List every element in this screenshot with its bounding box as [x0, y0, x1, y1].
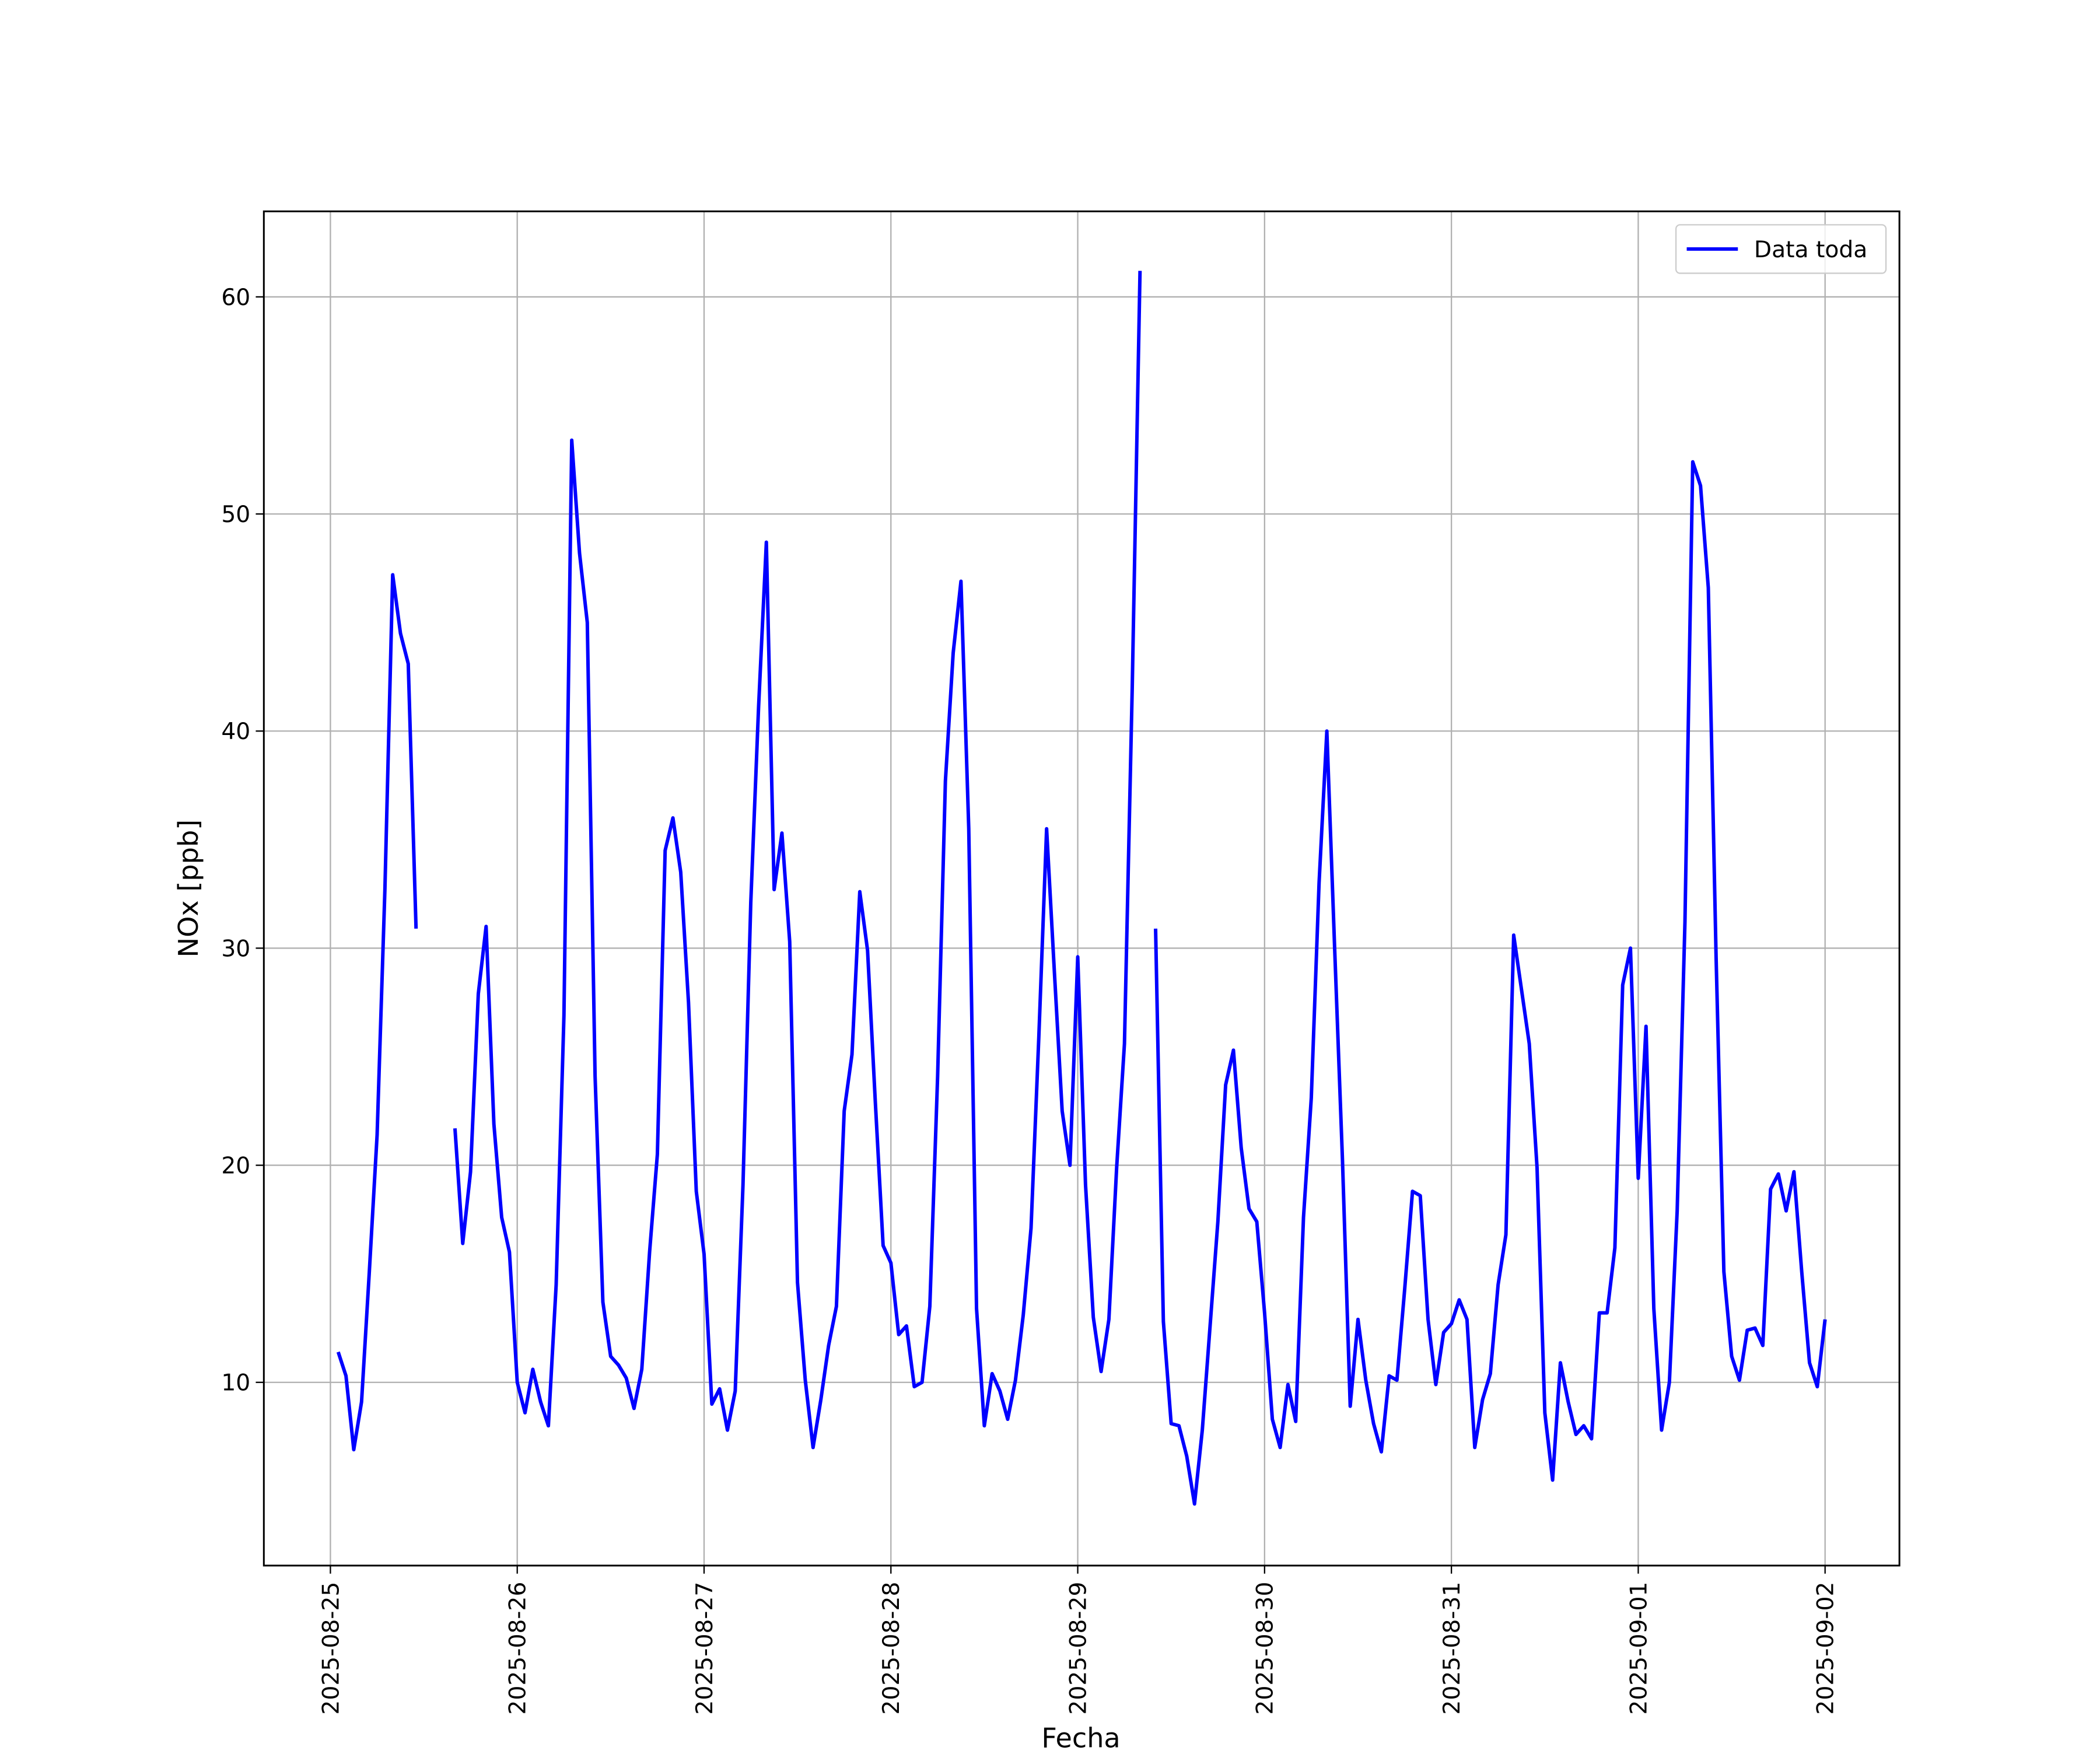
x-tick-label: 2025-08-28: [878, 1582, 905, 1715]
data-line: [336, 271, 1827, 1506]
x-tick-label: 2025-08-31: [1439, 1582, 1465, 1715]
y-tick-label: 20: [221, 1153, 250, 1179]
x-tick-label: 2025-08-26: [505, 1582, 531, 1715]
y-axis-label: NOx [ppb]: [173, 820, 204, 958]
plot-area: [336, 271, 1827, 1506]
x-tick-label: 2025-08-27: [692, 1582, 718, 1715]
y-tick-label: 50: [221, 502, 250, 528]
x-tick-label: 2025-08-29: [1065, 1582, 1091, 1715]
legend-label: Data toda: [1754, 237, 1867, 263]
y-tick-label: 30: [221, 936, 250, 962]
legend-box: [1675, 224, 1887, 274]
ticks: 10 20 30 40 50 60 2025-08-25 2025-08-26 2025-08-…: [221, 285, 1839, 1715]
x-tick-label: 2025-08-30: [1252, 1582, 1279, 1715]
y-tick-label: 40: [221, 719, 250, 745]
x-tick-label: 2025-08-25: [318, 1582, 344, 1715]
grid: [264, 211, 1900, 1566]
x-axis-label: Fecha: [1041, 1722, 1120, 1750]
legend: Data toda: [1675, 224, 1887, 274]
x-tick-label: 2025-09-01: [1626, 1582, 1652, 1715]
y-tick-label: 60: [221, 285, 250, 311]
axes-frame: [262, 210, 1901, 1567]
x-tick-label: 2025-09-02: [1813, 1582, 1839, 1715]
y-tick-label: 10: [221, 1370, 250, 1396]
